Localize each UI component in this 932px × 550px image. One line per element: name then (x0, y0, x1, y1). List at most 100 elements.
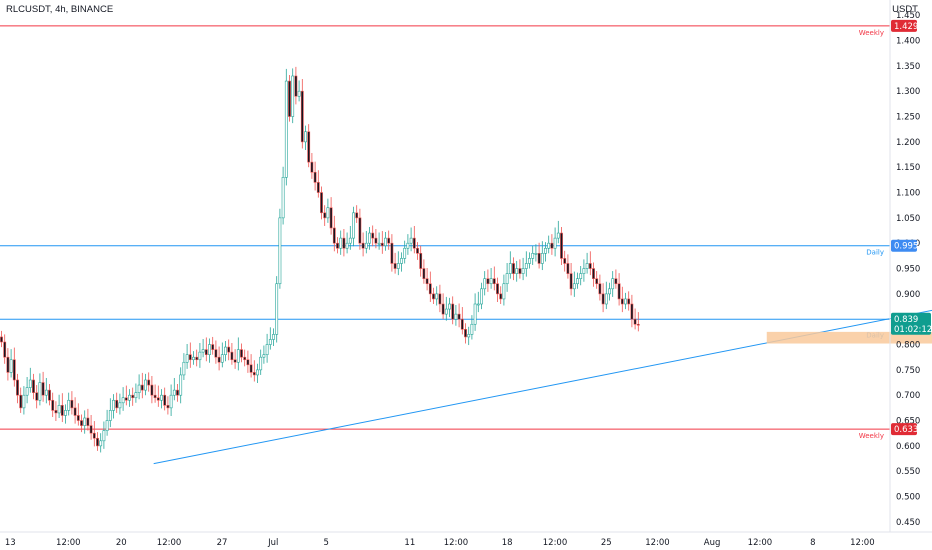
candle-body (320, 192, 323, 214)
candle (208, 338, 211, 363)
candle (236, 337, 240, 371)
candle (361, 232, 365, 257)
level-price-badge (891, 423, 917, 436)
candle-body (614, 278, 618, 285)
candle-body (9, 359, 13, 373)
candle (582, 259, 586, 282)
candle (224, 340, 227, 362)
candle (307, 124, 311, 168)
candle-body (457, 313, 461, 320)
time-axis[interactable]: 13 12:00 20 12:00 27 Jul 5 11 12:00 18 12:00 25 12:0… (0, 531, 932, 548)
candle-body (64, 410, 67, 416)
candle-body (288, 80, 291, 117)
candle-body (521, 268, 525, 274)
candle-body (153, 394, 157, 399)
candle-body (204, 349, 208, 355)
candle (588, 251, 592, 276)
candle-body (451, 303, 455, 320)
candle-body (268, 339, 272, 345)
candle-body (348, 237, 352, 244)
candle-body (553, 237, 557, 249)
candle-body (547, 242, 551, 249)
y-tick-label: 0.800 (896, 341, 920, 351)
plot-area[interactable]: WeeklyDailyDailyWeekly (0, 25, 932, 465)
candle (521, 257, 525, 281)
candle-body (630, 303, 634, 320)
candle (76, 403, 80, 426)
candle (419, 245, 423, 277)
candle-body (336, 242, 339, 249)
candle-body (508, 263, 512, 274)
candle (272, 328, 275, 347)
candle (496, 277, 499, 302)
candle (99, 433, 103, 453)
candle-body (332, 227, 336, 244)
candle-body (409, 237, 413, 244)
candle (512, 257, 515, 281)
candle-body (480, 288, 483, 305)
candle-body (464, 329, 467, 338)
candle (601, 283, 605, 313)
price-axis[interactable]: 1.450 1.400 1.350 1.300 1.250 1.200 1.150 1.100… (889, 0, 932, 532)
y-tick-label: 0.450 (896, 518, 920, 528)
candle-body (262, 354, 266, 358)
candle-body (220, 354, 224, 363)
candle (454, 305, 458, 326)
candle-body (486, 278, 490, 285)
candle (451, 296, 455, 325)
candle-body (489, 278, 493, 285)
candle (124, 385, 128, 406)
candle (492, 266, 496, 291)
candle-body (246, 359, 250, 366)
candle-body (387, 237, 391, 244)
symbol-title: RLCUSDT, 4h, BINANCE (6, 4, 114, 15)
candle (544, 242, 547, 262)
candle-body (393, 263, 397, 269)
x-tick-label: 12:00 (543, 538, 568, 548)
candle-body (51, 399, 55, 411)
candle (329, 197, 333, 235)
candle-body (44, 389, 48, 396)
candle-body (217, 356, 221, 363)
candle (89, 414, 93, 440)
candle (252, 360, 256, 382)
x-tick-label: 12:00 (444, 538, 469, 548)
candle (435, 286, 439, 306)
y-tick-label: 1.200 (896, 138, 920, 148)
x-tick-label: 8 (810, 538, 815, 548)
candle-body (236, 349, 240, 363)
candle-body (105, 420, 109, 431)
candle (572, 271, 576, 297)
candle (384, 232, 387, 251)
candle (51, 392, 55, 417)
candle (595, 271, 599, 289)
candle-body (214, 349, 218, 358)
candle (214, 340, 218, 364)
candle (96, 432, 99, 451)
candle-body (416, 247, 419, 254)
candle (144, 373, 147, 396)
candle-body (80, 420, 83, 426)
candle (585, 252, 589, 274)
candle (131, 387, 135, 406)
candle (32, 373, 35, 400)
candle (531, 245, 535, 265)
candle-body (169, 394, 173, 409)
candle (153, 384, 157, 403)
x-tick-label: 12:00 (157, 538, 182, 548)
candle-body (492, 278, 496, 285)
candle-body (556, 232, 560, 239)
candle-body (19, 394, 23, 409)
candle (400, 252, 403, 272)
candle (19, 387, 23, 413)
candle-body (422, 268, 426, 279)
candle-body (435, 293, 439, 300)
candle-body (537, 253, 541, 264)
candle (499, 286, 503, 304)
candle-body (57, 405, 61, 414)
candle-body (108, 410, 112, 421)
candle-body (352, 212, 355, 239)
level-name: Weekly (859, 432, 884, 440)
candle-body (73, 407, 77, 416)
